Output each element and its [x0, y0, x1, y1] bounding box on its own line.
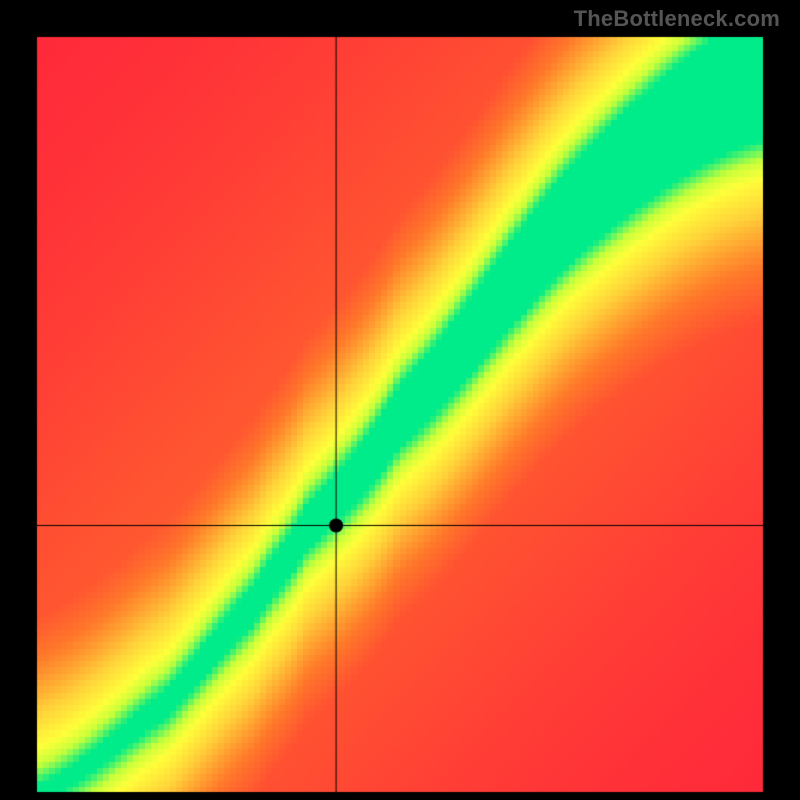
attribution-label: TheBottleneck.com — [574, 6, 780, 32]
chart-container: TheBottleneck.com — [0, 0, 800, 800]
heatmap-canvas — [0, 0, 800, 800]
